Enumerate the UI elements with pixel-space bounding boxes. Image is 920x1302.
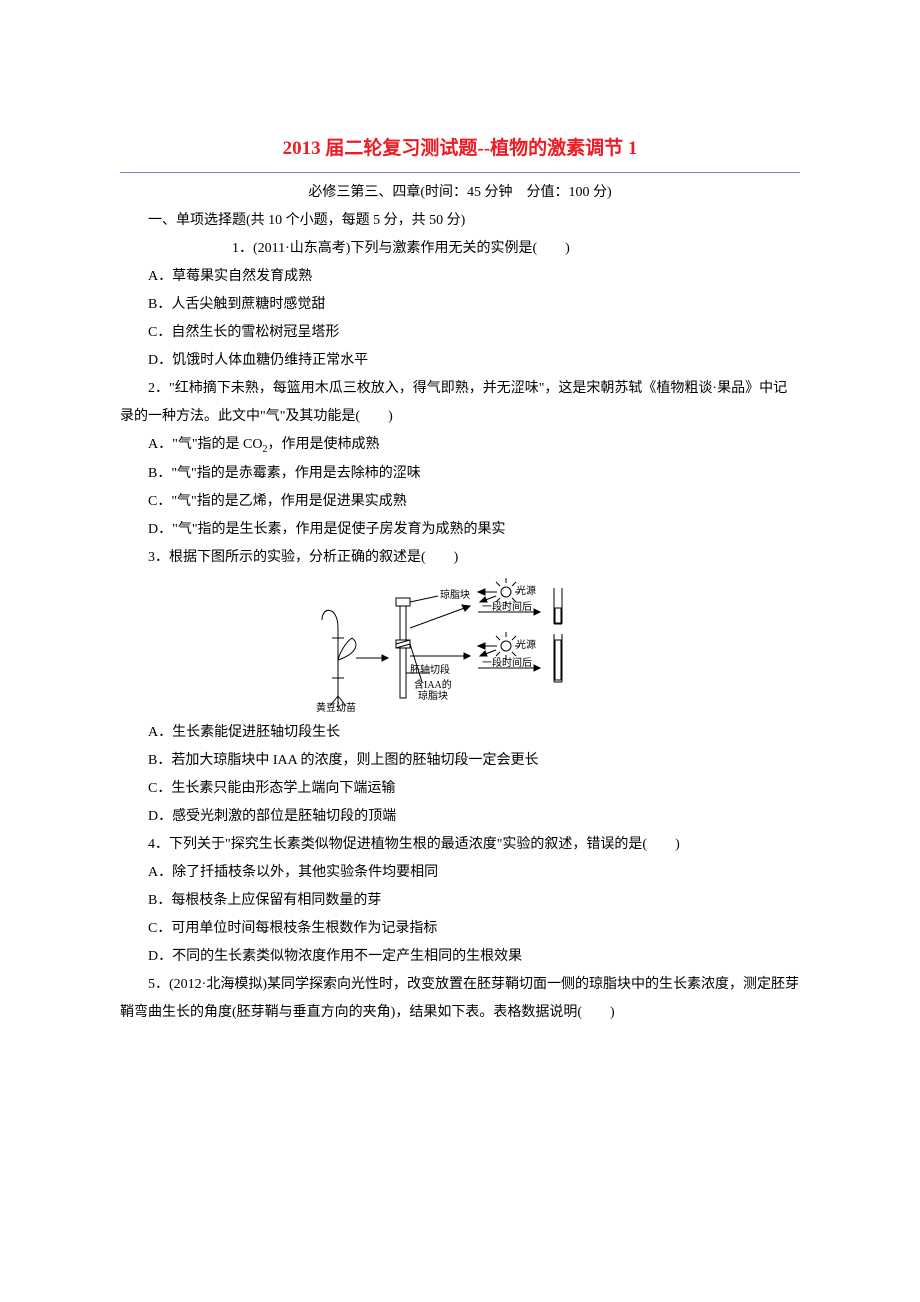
option: B．人舌尖触到蔗糖时感觉甜: [120, 291, 800, 319]
experiment-diagram: 黄豆幼苗 琼脂块: [310, 578, 610, 713]
label-light: 光源: [516, 584, 536, 597]
option: C．"气"指的是乙烯，作用是促进果实成熟: [120, 488, 800, 516]
label-agar: 琼脂块: [440, 588, 470, 601]
option: A．草莓果实自然发育成熟: [120, 263, 800, 291]
section-heading: 一、单项选择题(共 10 个小题，每题 5 分，共 50 分): [120, 207, 800, 235]
question-stem: 3．根据下图所示的实验，分析正确的叙述是( ): [120, 544, 800, 572]
question-stem: 5．(2012·北海模拟)某同学探索向光性时，改变放置在胚芽鞘切面一侧的琼脂块中…: [120, 971, 800, 1027]
page-title: 2013 届二轮复习测试题--植物的激素调节 1: [120, 130, 800, 168]
option: C．生长素只能由形态学上端向下端运输: [120, 775, 800, 803]
experiment-diagram-wrap: 黄豆幼苗 琼脂块: [120, 578, 800, 713]
option: A．除了扦插枝条以外，其他实验条件均要相同: [120, 859, 800, 887]
question-stem: 2．"红柿摘下未熟，每篮用木瓜三枚放入，得气即熟，并无涩味"，这是宋朝苏轼《植物…: [120, 375, 800, 431]
label-iaa-agar2: 琼脂块: [418, 689, 448, 702]
page-subtitle: 必修三第三、四章(时间：45 分钟 分值：100 分): [120, 179, 800, 207]
option: D．不同的生长素类似物浓度作用不一定产生相同的生根效果: [120, 943, 800, 971]
label-light: 光源: [516, 638, 536, 651]
label-segment: 胚轴切段: [410, 663, 450, 676]
option: D．感受光刺激的部位是胚轴切段的顶端: [120, 803, 800, 831]
option: A．生长素能促进胚轴切段生长: [120, 719, 800, 747]
label-iaa-agar1: 含IAA的: [414, 678, 452, 691]
option: B．若加大琼脂块中 IAA 的浓度，则上图的胚轴切段一定会更长: [120, 747, 800, 775]
option: D．饥饿时人体血糖仍维持正常水平: [120, 347, 800, 375]
label-after-time: 一段时间后: [482, 656, 532, 669]
option: B．每根枝条上应保留有相同数量的芽: [120, 887, 800, 915]
question-stem: 1．(2011·山东高考)下列与激素作用无关的实例是( ): [120, 235, 800, 263]
label-seedling: 黄豆幼苗: [316, 701, 356, 713]
option: D．"气"指的是生长素，作用是促使子房发育为成熟的果实: [120, 516, 800, 544]
option: A．"气"指的是 CO2，作用是使柿成熟: [120, 431, 800, 460]
option: C．可用单位时间每根枝条生根数作为记录指标: [120, 915, 800, 943]
label-after-time: 一段时间后: [482, 600, 532, 613]
option: B．"气"指的是赤霉素，作用是去除柿的涩味: [120, 460, 800, 488]
question-stem: 4．下列关于"探究生长素类似物促进植物生根的最适浓度"实验的叙述，错误的是( ): [120, 831, 800, 859]
title-divider: [120, 172, 800, 173]
exam-page: 2013 届二轮复习测试题--植物的激素调节 1 必修三第三、四章(时间：45 …: [0, 0, 920, 1087]
option: C．自然生长的雪松树冠呈塔形: [120, 319, 800, 347]
